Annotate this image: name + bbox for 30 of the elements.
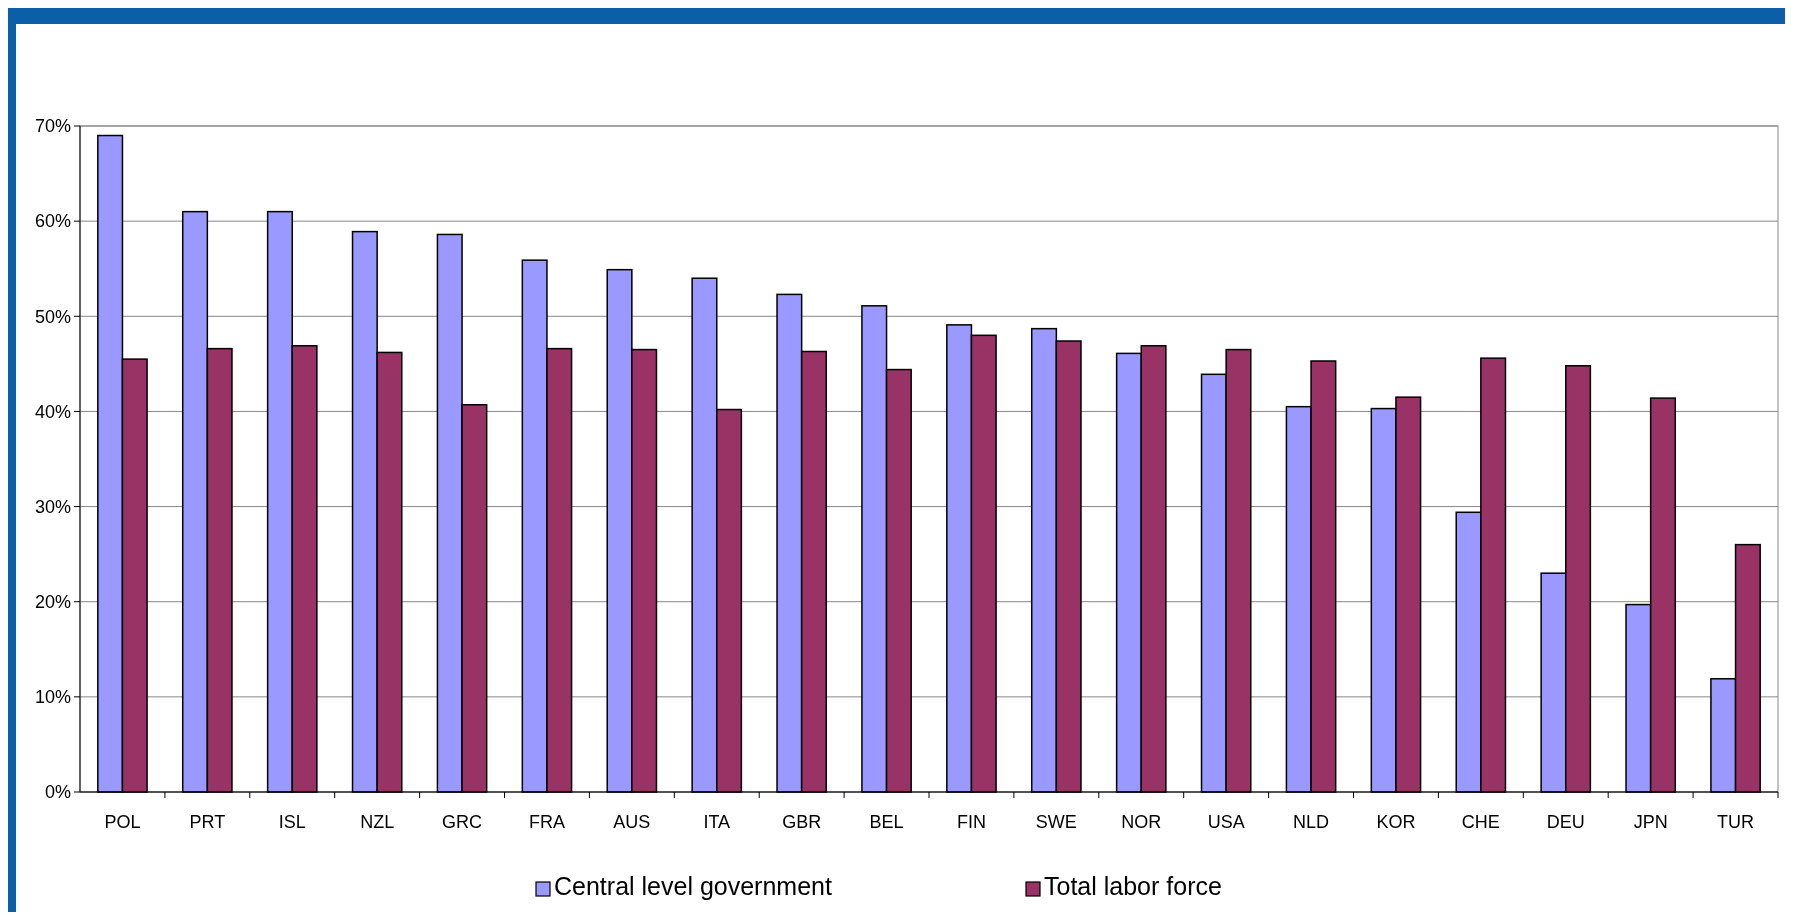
x-tick-label: POL	[104, 812, 141, 832]
x-tick-label: NZL	[360, 812, 395, 832]
x-tick-label: JPN	[1633, 812, 1668, 832]
x-tick-label: NLD	[1293, 812, 1330, 832]
x-tick-label: PRT	[189, 812, 226, 832]
y-tick-label: 20%	[34, 592, 71, 613]
x-tick-label: AUS	[613, 812, 651, 832]
y-tick-label: 10%	[34, 687, 71, 708]
y-tick-label: 30%	[34, 496, 71, 517]
x-tick-label: CHE	[1461, 812, 1500, 832]
x-tick-label: GBR	[782, 812, 822, 832]
x-tick-label: KOR	[1376, 812, 1416, 832]
x-tick-label: ITA	[703, 812, 731, 832]
y-tick-label: 60%	[34, 211, 71, 232]
x-tick-label: DEU	[1546, 812, 1585, 832]
x-tick-label: GRC	[442, 812, 483, 832]
x-tick-label: ISL	[278, 812, 306, 832]
y-tick-label: 0%	[44, 782, 71, 803]
legend-label: Total labor force	[1044, 872, 1222, 900]
x-tick-label: TUR	[1717, 812, 1755, 832]
y-tick-label: 40%	[34, 401, 71, 422]
x-tick-label: BEL	[869, 812, 904, 832]
x-tick-label: SWE	[1035, 812, 1077, 832]
y-tick-label: 50%	[34, 306, 71, 327]
x-tick-label: USA	[1207, 812, 1245, 832]
x-tick-label: NOR	[1121, 812, 1162, 832]
legend-label: Central level government	[554, 872, 832, 900]
x-tick-label: FIN	[956, 812, 986, 832]
x-tick-label: FRA	[528, 812, 565, 832]
y-tick-label: 70%	[34, 116, 71, 137]
